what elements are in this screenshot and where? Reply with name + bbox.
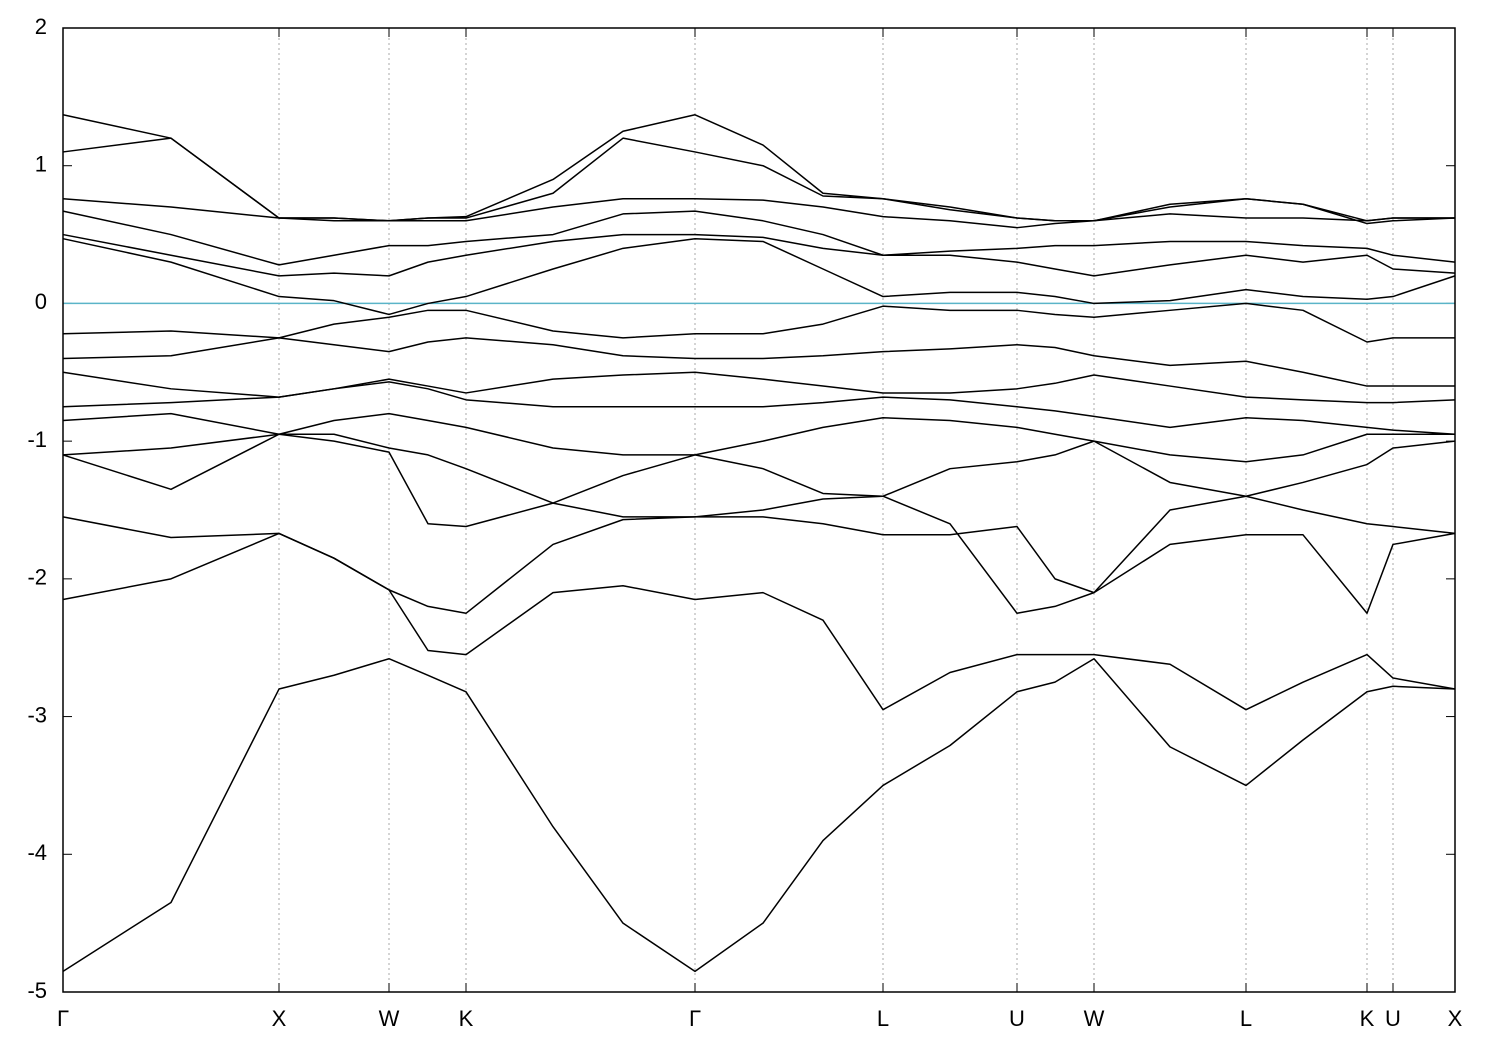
band-line [62, 371, 1456, 404]
band-line [62, 114, 1455, 222]
x-tick-label: L [1240, 1006, 1252, 1031]
x-tick-label: L [877, 1006, 889, 1031]
x-tick-label: X [1448, 1006, 1463, 1031]
band-line [62, 137, 1456, 225]
y-tick-label: -1 [27, 427, 47, 452]
band-line [62, 302, 1455, 343]
x-tick-label: W [1084, 1006, 1105, 1031]
x-tick-label: Γ [689, 1006, 701, 1031]
x-tick-label: K [459, 1006, 474, 1031]
x-tick-label: Γ [57, 1006, 69, 1031]
y-tick-label: 2 [35, 14, 47, 39]
x-tick-label: X [272, 1006, 287, 1031]
plot-frame [62, 27, 1456, 993]
y-tick-label: 1 [35, 152, 47, 177]
band-line [62, 433, 1456, 615]
x-tick-label: U [1385, 1006, 1401, 1031]
y-tick-label: -4 [27, 840, 47, 865]
x-tick-label: W [379, 1006, 400, 1031]
band-line [62, 198, 1455, 229]
band-line [62, 516, 1456, 615]
band-line [62, 237, 1456, 316]
band-line [62, 433, 1456, 518]
x-tick-label: K [1360, 1006, 1375, 1031]
y-tick-label: -5 [27, 978, 47, 1003]
band-line [62, 412, 1455, 463]
y-tick-label: -2 [27, 565, 47, 590]
band-line [62, 210, 1456, 266]
x-tick-label: U [1009, 1006, 1025, 1031]
band-line [62, 381, 1456, 436]
y-tick-label: 0 [35, 289, 47, 314]
band-line [62, 337, 1455, 387]
band-line [62, 233, 1456, 277]
y-tick-label: -3 [27, 702, 47, 727]
band-line [62, 657, 1456, 973]
